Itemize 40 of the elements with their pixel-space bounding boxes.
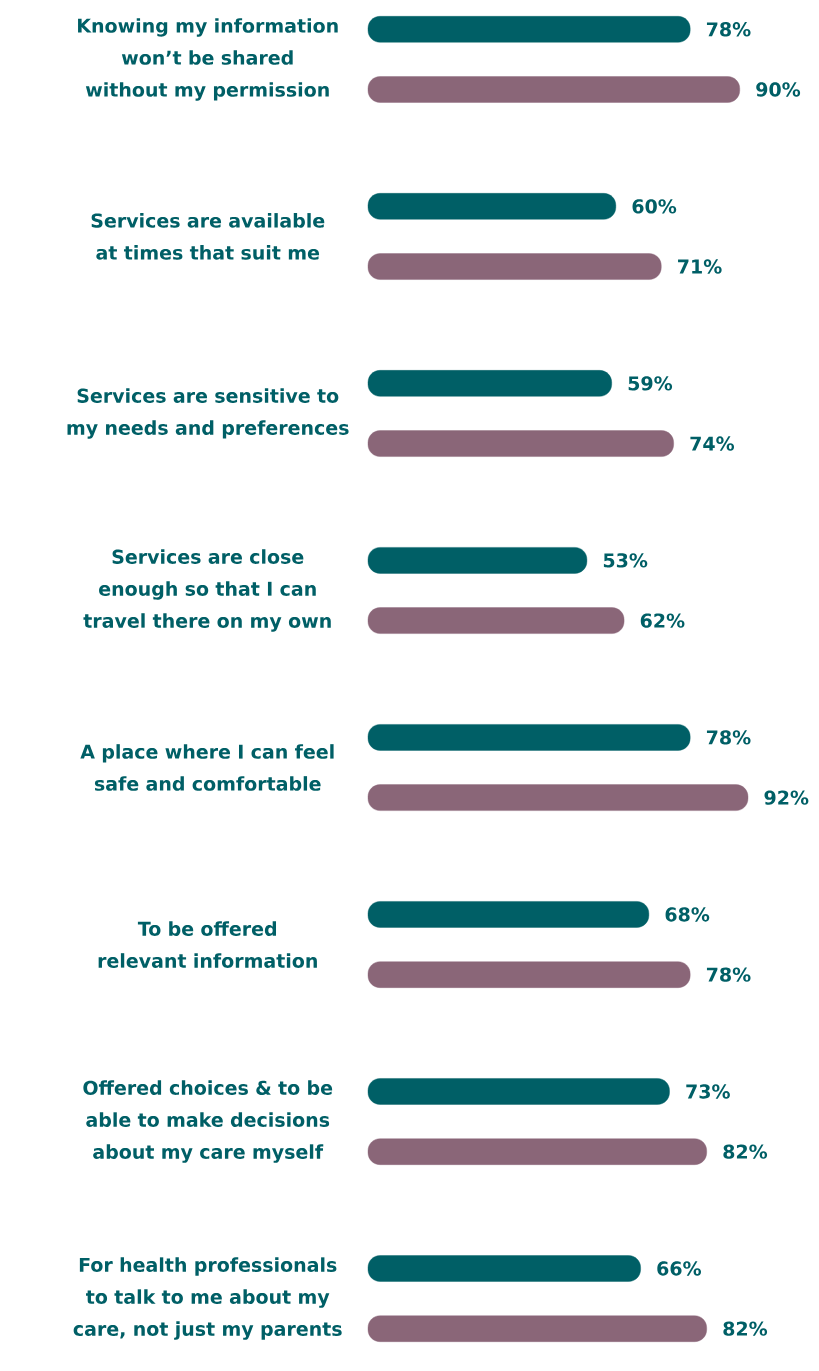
bar [367,547,588,574]
y-tick-label: For health professionals to talk to me about my care, not just my parents [73,1257,342,1340]
data-label: 78% [706,730,751,745]
bar [367,1315,707,1342]
bar [367,430,674,457]
bar [367,16,691,43]
y-tick-label: A place where I can feel safe and comfortable [80,744,334,791]
y-tick-label: To be offered relevant information [98,921,317,968]
bar [367,784,749,811]
data-label: 62% [640,613,685,628]
bar [367,724,691,751]
bar [367,253,662,280]
data-label: 59% [628,376,673,391]
bar [367,193,617,220]
bar [367,901,650,928]
data-label: 78% [706,967,751,982]
bar [367,607,625,634]
y-tick-label: Services are close enough so that I can travel there on my own [83,549,331,632]
data-label: 71% [678,259,722,274]
data-label: 66% [657,1261,702,1276]
data-label: 90% [756,82,801,97]
data-label: 74% [690,436,735,451]
bar [367,76,740,103]
y-tick-label: Services are available at times that suit me [91,213,325,260]
data-label: 60% [632,199,677,214]
data-label: 82% [723,1144,768,1159]
data-label: 92% [764,790,809,805]
bar [367,1138,707,1165]
data-label: 82% [723,1321,768,1336]
y-tick-label: Services are sensitive to my needs and preferences [67,388,349,439]
y-tick-label: Offered choices & to be able to make decisions about my care myself [83,1080,333,1163]
data-label: 68% [665,907,710,922]
bar [367,1078,670,1105]
y-tick-label: Knowing my information won’t be shared without my permission [78,18,338,101]
bar [367,370,612,397]
bar [367,1255,641,1282]
data-label: 78% [706,22,751,37]
data-label: 73% [686,1084,730,1099]
bar [367,961,691,988]
data-label: 53% [603,553,648,568]
